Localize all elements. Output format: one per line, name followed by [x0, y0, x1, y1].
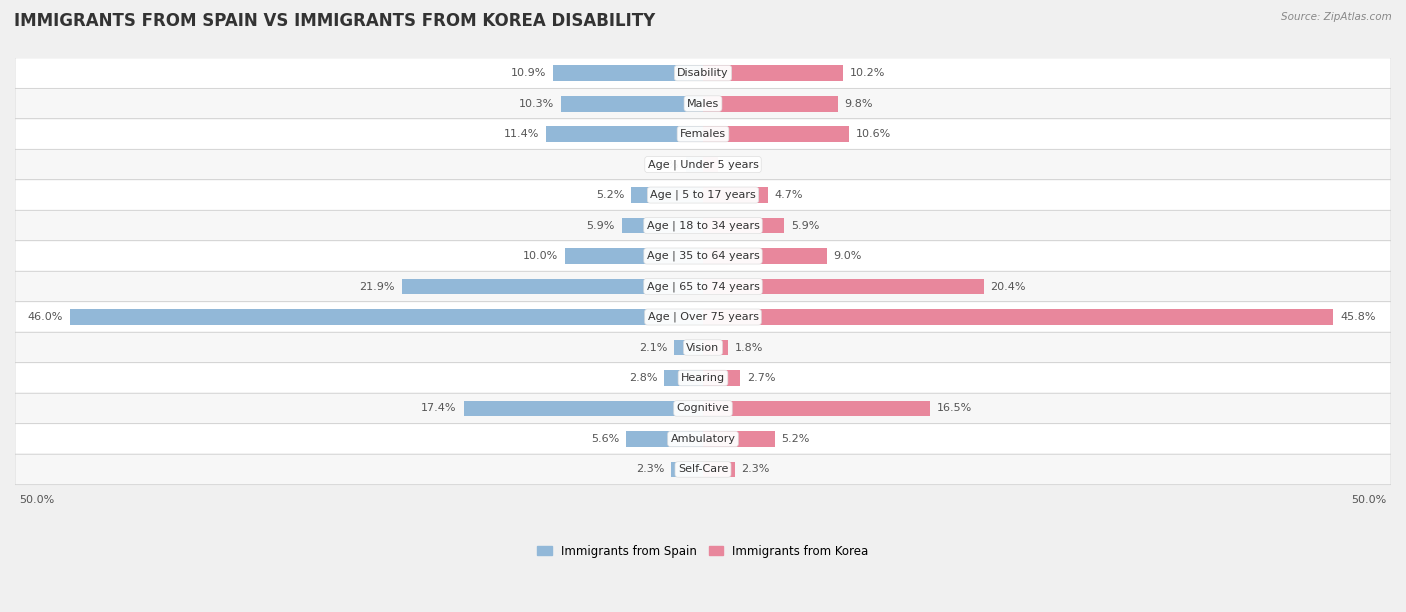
Bar	[631, 187, 703, 203]
Text: 2.1%: 2.1%	[638, 343, 668, 353]
Text: 5.9%: 5.9%	[792, 220, 820, 231]
FancyBboxPatch shape	[15, 271, 1391, 302]
Bar	[402, 278, 703, 294]
Text: 2.3%: 2.3%	[741, 465, 770, 474]
Text: 5.2%: 5.2%	[782, 434, 810, 444]
Text: 1.8%: 1.8%	[735, 343, 763, 353]
Bar	[703, 461, 735, 477]
Text: Source: ZipAtlas.com: Source: ZipAtlas.com	[1281, 12, 1392, 22]
Bar	[553, 65, 703, 81]
Text: 11.4%: 11.4%	[503, 129, 540, 139]
Text: 16.5%: 16.5%	[936, 403, 972, 414]
Bar	[703, 157, 718, 173]
Text: 20.4%: 20.4%	[991, 282, 1026, 291]
Bar	[703, 401, 929, 416]
Bar	[703, 187, 768, 203]
FancyBboxPatch shape	[15, 424, 1391, 454]
Bar	[673, 340, 703, 356]
Text: 10.2%: 10.2%	[851, 68, 886, 78]
Bar	[703, 340, 728, 356]
Bar	[546, 126, 703, 142]
Text: 10.0%: 10.0%	[523, 251, 558, 261]
Text: Males: Males	[688, 99, 718, 108]
Bar	[561, 95, 703, 111]
Text: 2.3%: 2.3%	[636, 465, 665, 474]
Text: Age | Over 75 years: Age | Over 75 years	[648, 312, 758, 323]
Bar	[703, 65, 844, 81]
FancyBboxPatch shape	[15, 211, 1391, 241]
Text: 50.0%: 50.0%	[20, 495, 55, 506]
Bar	[703, 309, 1333, 325]
FancyBboxPatch shape	[15, 58, 1391, 88]
Text: 1.1%: 1.1%	[725, 160, 754, 170]
Bar	[703, 248, 827, 264]
Bar	[565, 248, 703, 264]
Bar	[703, 370, 740, 386]
Text: Cognitive: Cognitive	[676, 403, 730, 414]
Text: 10.3%: 10.3%	[519, 99, 554, 108]
Text: 45.8%: 45.8%	[1340, 312, 1375, 322]
FancyBboxPatch shape	[15, 332, 1391, 363]
FancyBboxPatch shape	[15, 454, 1391, 485]
Text: Age | 35 to 64 years: Age | 35 to 64 years	[647, 251, 759, 261]
Text: 5.6%: 5.6%	[591, 434, 619, 444]
FancyBboxPatch shape	[15, 241, 1391, 271]
Bar	[671, 461, 703, 477]
Text: 21.9%: 21.9%	[360, 282, 395, 291]
FancyBboxPatch shape	[15, 149, 1391, 180]
Bar	[665, 370, 703, 386]
FancyBboxPatch shape	[15, 302, 1391, 332]
Text: 4.7%: 4.7%	[775, 190, 803, 200]
Text: 10.9%: 10.9%	[510, 68, 546, 78]
Bar	[703, 431, 775, 447]
Bar	[703, 218, 785, 233]
Bar	[703, 126, 849, 142]
Bar	[621, 218, 703, 233]
Text: 2.8%: 2.8%	[628, 373, 658, 383]
Text: Age | 18 to 34 years: Age | 18 to 34 years	[647, 220, 759, 231]
Text: 17.4%: 17.4%	[422, 403, 457, 414]
FancyBboxPatch shape	[15, 394, 1391, 424]
FancyBboxPatch shape	[15, 180, 1391, 211]
Bar	[703, 278, 984, 294]
Text: Age | Under 5 years: Age | Under 5 years	[648, 159, 758, 170]
Text: Age | 5 to 17 years: Age | 5 to 17 years	[650, 190, 756, 200]
Text: Self-Care: Self-Care	[678, 465, 728, 474]
Text: 9.8%: 9.8%	[845, 99, 873, 108]
Text: 1.2%: 1.2%	[651, 160, 679, 170]
Text: 9.0%: 9.0%	[834, 251, 862, 261]
Text: 5.2%: 5.2%	[596, 190, 624, 200]
Bar	[626, 431, 703, 447]
Text: 2.7%: 2.7%	[747, 373, 776, 383]
FancyBboxPatch shape	[15, 88, 1391, 119]
Text: 46.0%: 46.0%	[28, 312, 63, 322]
Text: Ambulatory: Ambulatory	[671, 434, 735, 444]
FancyBboxPatch shape	[15, 119, 1391, 149]
FancyBboxPatch shape	[15, 363, 1391, 394]
Text: Age | 65 to 74 years: Age | 65 to 74 years	[647, 282, 759, 292]
Text: Hearing: Hearing	[681, 373, 725, 383]
Text: 5.9%: 5.9%	[586, 220, 614, 231]
Bar	[464, 401, 703, 416]
Text: IMMIGRANTS FROM SPAIN VS IMMIGRANTS FROM KOREA DISABILITY: IMMIGRANTS FROM SPAIN VS IMMIGRANTS FROM…	[14, 12, 655, 30]
Text: 10.6%: 10.6%	[856, 129, 891, 139]
Bar	[686, 157, 703, 173]
Bar	[703, 95, 838, 111]
Bar	[70, 309, 703, 325]
Text: Females: Females	[681, 129, 725, 139]
Text: Disability: Disability	[678, 68, 728, 78]
Legend: Immigrants from Spain, Immigrants from Korea: Immigrants from Spain, Immigrants from K…	[534, 541, 872, 561]
Text: Vision: Vision	[686, 343, 720, 353]
Text: 50.0%: 50.0%	[1351, 495, 1386, 506]
